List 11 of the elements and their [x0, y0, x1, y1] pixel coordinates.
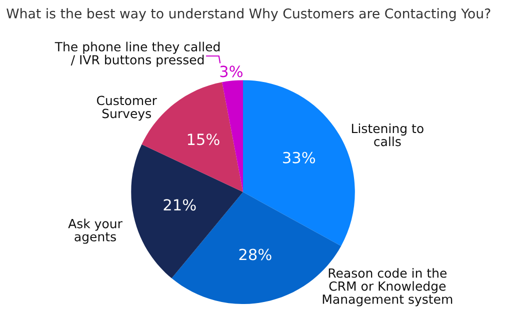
data-label: 33% [283, 152, 316, 164]
chart-title: What is the best way to understand Why Customers are Contacting You? [6, 8, 490, 22]
slice-label: Customer Surveys [96, 96, 157, 121]
data-label: 15% [188, 134, 220, 146]
data-label: 21% [164, 199, 196, 211]
slice-label: Listening to calls [352, 123, 424, 146]
data-label: 3% [220, 66, 242, 78]
slice-label: Ask your agents [68, 218, 122, 244]
slice-label: The phone line they called / IVR buttons pressed [54, 42, 220, 67]
slice-label: Reason code in the CRM or Knowledge Management system [322, 268, 452, 306]
data-label: 28% [239, 248, 272, 260]
